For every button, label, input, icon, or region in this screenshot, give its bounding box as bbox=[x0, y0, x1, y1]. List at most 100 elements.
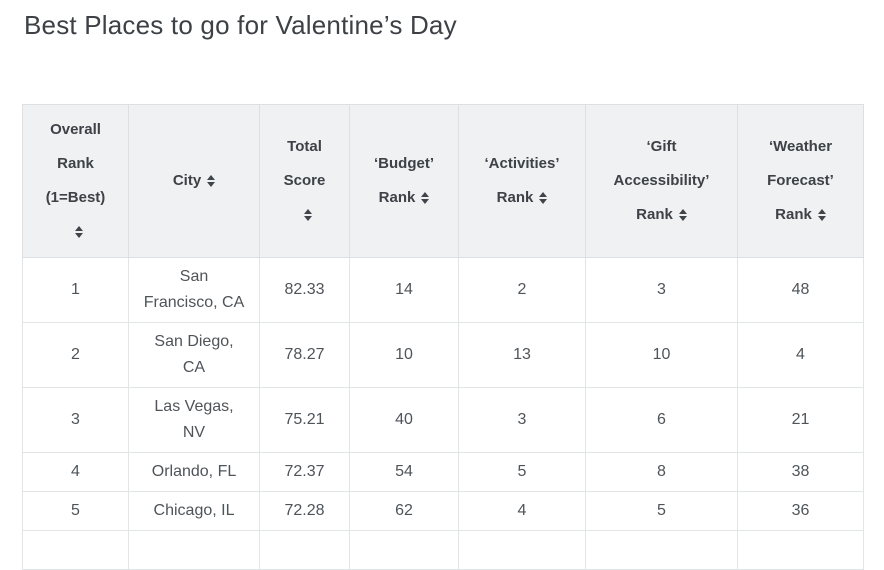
table-row: 1 San Francisco, CA 82.33 14 2 3 48 bbox=[22, 257, 864, 323]
header-label-line bbox=[270, 198, 339, 232]
cell-weather-forecast-rank: 4 bbox=[737, 322, 864, 388]
sort-arrow-down-icon bbox=[207, 182, 216, 188]
header-label-line: Rank bbox=[57, 155, 94, 172]
cell-gift-accessibility-rank: 10 bbox=[585, 322, 738, 388]
table-row: 5 Chicago, IL 72.28 62 4 5 36 bbox=[22, 491, 864, 531]
sort-icon bbox=[207, 175, 216, 188]
table-row: 2 San Diego, CA 78.27 10 13 10 4 bbox=[22, 322, 864, 388]
cell-activities-rank bbox=[458, 530, 586, 570]
cell-budget-rank bbox=[349, 530, 459, 570]
header-label-line: Score bbox=[283, 172, 326, 189]
column-header-overall-rank[interactable]: Overall Rank (1=Best) bbox=[22, 104, 129, 258]
column-header-total-score[interactable]: Total Score bbox=[259, 104, 350, 258]
cell-budget-rank: 62 bbox=[349, 491, 459, 531]
cell-overall-rank: 5 bbox=[22, 491, 129, 531]
cell-activities-rank: 3 bbox=[458, 387, 586, 453]
cell-overall-rank: 3 bbox=[22, 387, 129, 453]
sort-icon bbox=[539, 192, 548, 205]
header-label-line: Total bbox=[287, 138, 322, 155]
table-row: 3 Las Vegas, NV 75.21 40 3 6 21 bbox=[22, 387, 864, 453]
header-label-line: Accessibility’ bbox=[613, 172, 710, 189]
sort-icon bbox=[74, 226, 83, 239]
cell-budget-rank: 14 bbox=[349, 257, 459, 323]
table-row-cropped bbox=[22, 530, 864, 570]
table-row: 4 Orlando, FL 72.37 54 5 8 38 bbox=[22, 452, 864, 492]
header-label-line: ‘Weather bbox=[768, 138, 833, 155]
header-label-line: Rank bbox=[748, 198, 853, 232]
header-label-line: Overall bbox=[50, 121, 101, 138]
cell-weather-forecast-rank: 48 bbox=[737, 257, 864, 323]
column-header-budget-rank[interactable]: ‘Budget’ Rank bbox=[349, 104, 459, 258]
cell-total-score: 78.27 bbox=[259, 322, 350, 388]
header-label-line: Rank bbox=[469, 181, 575, 215]
cell-activities-rank: 13 bbox=[458, 322, 586, 388]
cell-gift-accessibility-rank: 6 bbox=[585, 387, 738, 453]
cell-city: Orlando, FL bbox=[128, 452, 260, 492]
page-title: Best Places to go for Valentine’s Day bbox=[24, 10, 457, 40]
cell-activities-rank: 5 bbox=[458, 452, 586, 492]
sort-icon bbox=[678, 209, 687, 222]
cell-city: Las Vegas, NV bbox=[128, 387, 260, 453]
sort-arrow-up-icon bbox=[678, 209, 687, 215]
cell-total-score: 75.21 bbox=[259, 387, 350, 453]
sort-icon bbox=[303, 209, 312, 222]
table-header-row: Overall Rank (1=Best) City Total Score ‘Budget… bbox=[22, 104, 864, 258]
cell-city: Chicago, IL bbox=[128, 491, 260, 531]
column-header-gift-accessibility-rank[interactable]: ‘Gift Accessibility’ Rank bbox=[585, 104, 738, 258]
sort-icon bbox=[421, 192, 430, 205]
sort-arrow-up-icon bbox=[421, 192, 430, 198]
cell-city: San Diego, CA bbox=[128, 322, 260, 388]
sort-arrow-up-icon bbox=[207, 175, 216, 181]
cell-budget-rank: 40 bbox=[349, 387, 459, 453]
header-label-line bbox=[33, 215, 118, 249]
header-label-line: Rank bbox=[596, 198, 727, 232]
sort-icon bbox=[817, 209, 826, 222]
header-label-line: ‘Gift bbox=[646, 138, 677, 155]
cell-overall-rank: 1 bbox=[22, 257, 129, 323]
cell-activities-rank: 4 bbox=[458, 491, 586, 531]
page-content: Best Places to go for Valentine’s Day Ov… bbox=[0, 10, 884, 570]
cell-city: San Francisco, CA bbox=[128, 257, 260, 323]
column-header-activities-rank[interactable]: ‘Activities’ Rank bbox=[458, 104, 586, 258]
cell-activities-rank: 2 bbox=[458, 257, 586, 323]
cell-overall-rank bbox=[22, 530, 129, 570]
column-header-city[interactable]: City bbox=[128, 104, 260, 258]
cell-city bbox=[128, 530, 260, 570]
cell-gift-accessibility-rank: 5 bbox=[585, 491, 738, 531]
sort-arrow-up-icon bbox=[303, 209, 312, 215]
cell-weather-forecast-rank: 38 bbox=[737, 452, 864, 492]
cell-total-score: 72.28 bbox=[259, 491, 350, 531]
table-body: 1 San Francisco, CA 82.33 14 2 3 48 2 San Diego,… bbox=[22, 257, 864, 570]
cell-total-score: 82.33 bbox=[259, 257, 350, 323]
cell-gift-accessibility-rank: 8 bbox=[585, 452, 738, 492]
table-header: Overall Rank (1=Best) City Total Score ‘Budget… bbox=[22, 104, 864, 258]
rankings-table: Overall Rank (1=Best) City Total Score ‘Budget… bbox=[22, 104, 864, 570]
sort-arrow-down-icon bbox=[678, 216, 687, 222]
header-label-line: Rank bbox=[360, 181, 448, 215]
cell-weather-forecast-rank: 36 bbox=[737, 491, 864, 531]
cell-total-score bbox=[259, 530, 350, 570]
cell-weather-forecast-rank bbox=[737, 530, 864, 570]
sort-arrow-up-icon bbox=[817, 209, 826, 215]
sort-arrow-down-icon bbox=[539, 199, 548, 205]
cell-gift-accessibility-rank bbox=[585, 530, 738, 570]
cell-weather-forecast-rank: 21 bbox=[737, 387, 864, 453]
cell-budget-rank: 54 bbox=[349, 452, 459, 492]
sort-arrow-down-icon bbox=[817, 216, 826, 222]
cell-gift-accessibility-rank: 3 bbox=[585, 257, 738, 323]
header-label-line: ‘Activities’ bbox=[484, 155, 560, 172]
cell-overall-rank: 4 bbox=[22, 452, 129, 492]
cell-overall-rank: 2 bbox=[22, 322, 129, 388]
header-label-line: City bbox=[139, 164, 249, 198]
sort-arrow-down-icon bbox=[74, 233, 83, 239]
sort-arrow-up-icon bbox=[539, 192, 548, 198]
header-label-line: ‘Budget’ bbox=[374, 155, 434, 172]
header-label-line: Forecast’ bbox=[767, 172, 834, 189]
sort-arrow-down-icon bbox=[303, 216, 312, 222]
header-label-line: (1=Best) bbox=[45, 189, 106, 206]
column-header-weather-forecast-rank[interactable]: ‘Weather Forecast’ Rank bbox=[737, 104, 864, 258]
cell-total-score: 72.37 bbox=[259, 452, 350, 492]
sort-arrow-up-icon bbox=[74, 226, 83, 232]
sort-arrow-down-icon bbox=[421, 199, 430, 205]
cell-budget-rank: 10 bbox=[349, 322, 459, 388]
